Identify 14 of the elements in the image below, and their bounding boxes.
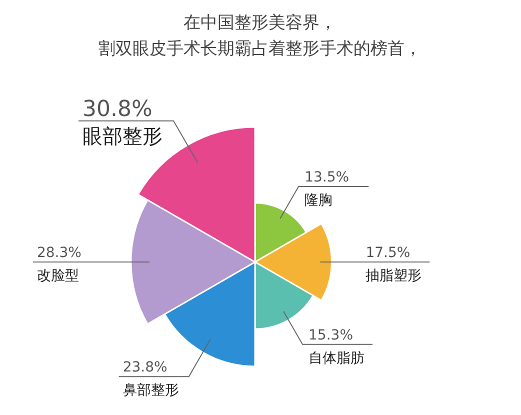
category-label: 隆胸 xyxy=(304,192,333,209)
category-label: 自体脂肪 xyxy=(308,350,365,366)
data-label: 30.8% xyxy=(82,96,152,122)
data-label: 28.3% xyxy=(36,245,82,261)
text: 在中国整形美容界， xyxy=(184,13,336,33)
category-label: 眼部整形 xyxy=(82,124,162,148)
data-label: 13.5% xyxy=(304,170,350,186)
category-label: 抽脂塑形 xyxy=(366,268,422,284)
text: 割双眼皮手术长期霸占着整形手术的榜首， xyxy=(98,39,422,59)
data-label: 17.5% xyxy=(366,245,410,261)
data-label: 15.3% xyxy=(308,327,354,344)
category-label: 改脸型 xyxy=(36,268,79,284)
category-label: 鼻部整形 xyxy=(122,382,179,399)
data-label: 23.8% xyxy=(122,360,168,376)
